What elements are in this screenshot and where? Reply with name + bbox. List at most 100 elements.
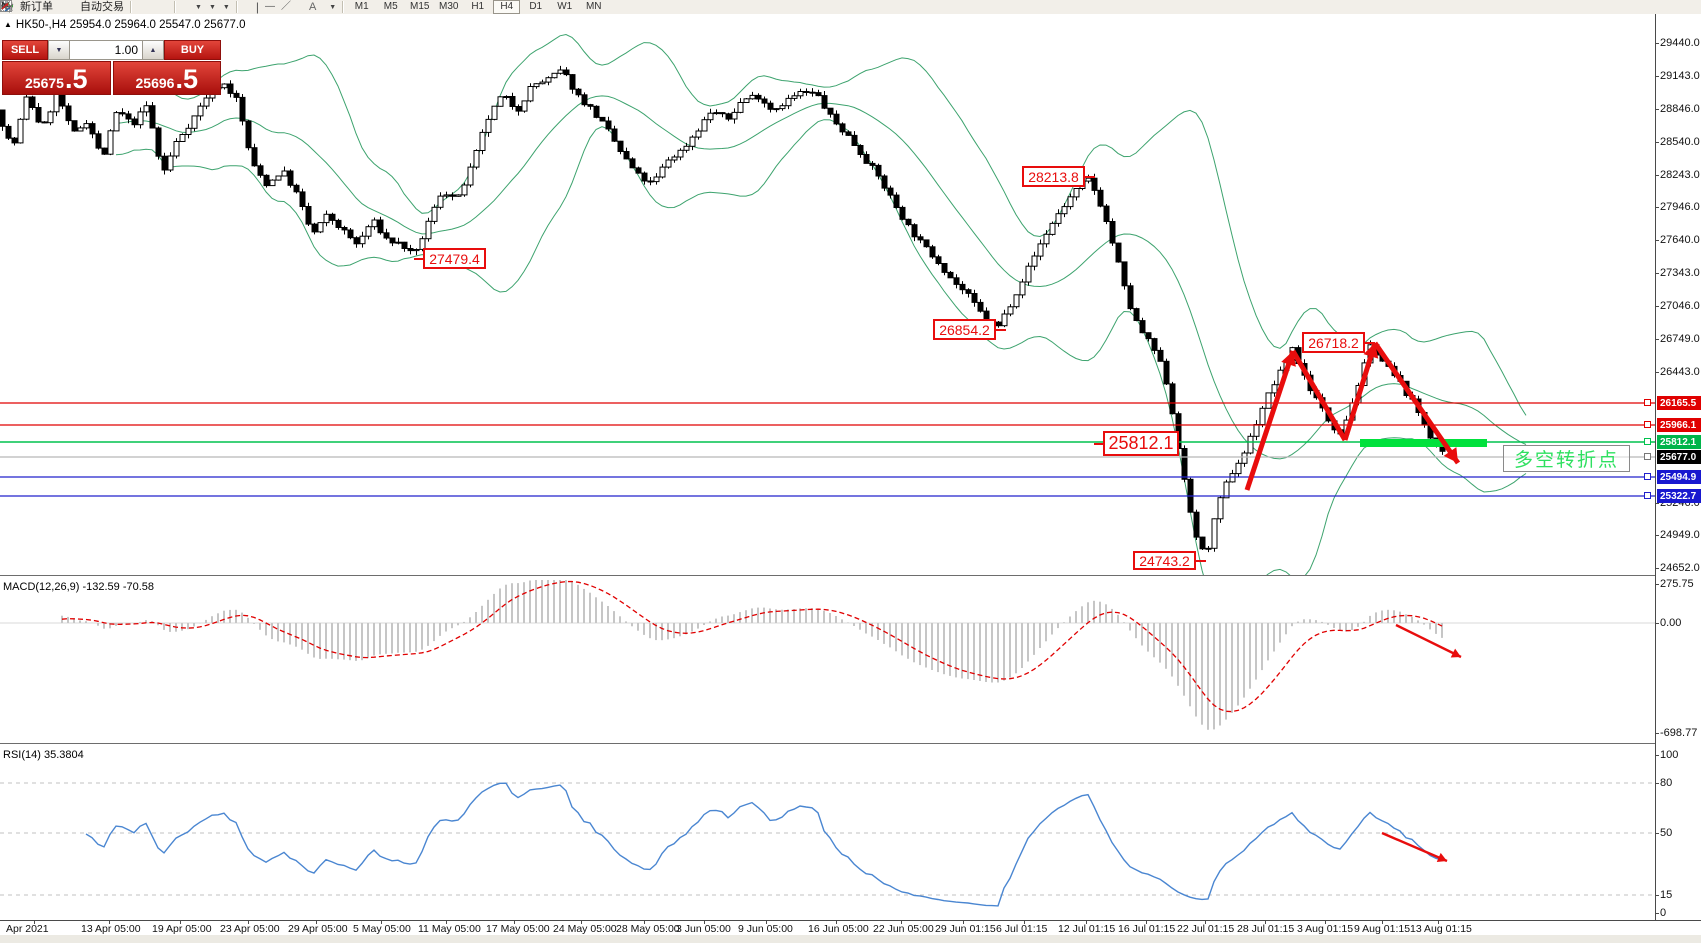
line-handle[interactable]: [1644, 399, 1651, 406]
time-tick: [316, 921, 317, 924]
axis-tick: [1655, 306, 1659, 307]
buy-button[interactable]: BUY: [164, 40, 221, 60]
line-handle[interactable]: [1644, 492, 1651, 499]
price-tag: 25494.9: [1657, 470, 1701, 484]
text-label-icon[interactable]: T: [0, 1, 325, 14]
time-tick: [1146, 921, 1147, 924]
note-box[interactable]: 多空转折点: [1503, 445, 1630, 472]
new-order-button[interactable]: 新订单: [0, 0, 56, 14]
line-handle[interactable]: [1644, 421, 1651, 428]
price-axis-label: 24652.0: [1660, 562, 1700, 574]
timeframe-h1[interactable]: H1: [471, 1, 485, 12]
vertical-line-icon[interactable]: |: [255, 0, 259, 14]
price-tag: 25966.1: [1657, 418, 1701, 432]
rsi-canvas[interactable]: [0, 747, 1655, 920]
volume-down-button[interactable]: ▼: [48, 40, 70, 60]
time-axis-label: 3 Aug 01:15: [1297, 923, 1354, 935]
toolbar-separator: [130, 1, 132, 13]
callout-connector: [1365, 341, 1375, 344]
time-axis-label: 19 Apr 05:00: [152, 923, 212, 935]
line-handle[interactable]: [1644, 453, 1651, 460]
time-axis[interactable]: Apr 2021 13 Apr 05:00 19 Apr 05:00 23 Apr 0…: [0, 920, 1701, 943]
time-tick: [514, 921, 515, 924]
timeframe-w1[interactable]: W1: [557, 1, 573, 12]
main-chart-panel[interactable]: ▲ HK50-,H4 25954.0 25964.0 25547.0 25677.…: [0, 14, 1655, 575]
time-tick: [581, 921, 582, 924]
price-callout[interactable]: 26854.2: [933, 319, 996, 340]
timeframe-m1[interactable]: M1: [354, 1, 369, 12]
indicators-button[interactable]: ▼: [0, 0, 205, 14]
time-axis-label: 13 Apr 05:00: [81, 923, 141, 935]
arrows-tool-button[interactable]: ▼: [1, 1, 339, 14]
axis-tick: [1655, 503, 1659, 504]
dropdown-caret: ▼: [329, 3, 337, 11]
axis-tick: [1655, 142, 1659, 143]
periods-clock-button[interactable]: ▼: [0, 0, 219, 14]
main-chart-canvas[interactable]: [0, 14, 1655, 575]
macd-panel[interactable]: MACD(12,26,9) -132.59 -70.58: [0, 579, 1655, 743]
axis-tick: [1655, 535, 1659, 536]
axis-tick: [1655, 76, 1659, 77]
chart-title: ▲ HK50-,H4 25954.0 25964.0 25547.0 25677.…: [4, 19, 246, 31]
axis-tick: [1655, 783, 1659, 784]
time-tick: [901, 921, 902, 924]
axis-tick: [1655, 109, 1659, 110]
axis-tick: [1655, 568, 1659, 569]
autotrading-button[interactable]: 自动交易: [0, 0, 127, 14]
chart-template-button[interactable]: ▼: [0, 0, 233, 14]
sell-price[interactable]: 25675.5: [2, 61, 111, 95]
price-callout[interactable]: 28213.8: [1022, 166, 1085, 187]
rsi-panel[interactable]: RSI(14) 35.3804: [0, 747, 1655, 920]
price-axis[interactable]: 29440.0 29143.0 28846.0 28540.0 28243.0 27946…: [1644, 14, 1701, 920]
price-axis-label: 27946.0: [1660, 201, 1700, 213]
time-tick: [1325, 921, 1326, 924]
time-axis-label: 29 Apr 05:00: [288, 923, 348, 935]
tile-windows-icon[interactable]: [0, 0, 171, 14]
time-tick: [1438, 921, 1439, 924]
rsi-axis-label: 100: [1660, 749, 1679, 761]
line-handle[interactable]: [1644, 438, 1651, 445]
rsi-axis-label: 15: [1660, 889, 1673, 901]
price-callout[interactable]: 27479.4: [423, 248, 486, 269]
svg-text:F: F: [9, 8, 13, 13]
new-order-label: 新订单: [20, 1, 53, 13]
timeframe-d1[interactable]: D1: [529, 1, 543, 12]
axis-tick: [1655, 755, 1659, 756]
time-axis-label: 3 Jun 05:00: [676, 923, 731, 935]
rsi-axis-label: 50: [1660, 827, 1673, 839]
text-icon[interactable]: A: [308, 1, 317, 13]
price-axis-label: 29143.0: [1660, 70, 1700, 82]
macd-axis-label: 275.75: [1660, 578, 1694, 590]
price-callout[interactable]: 24743.2: [1133, 551, 1196, 570]
callout-connector: [414, 257, 423, 260]
timeframe-m15[interactable]: M15: [409, 1, 430, 12]
buy-price[interactable]: 25696.5: [112, 61, 221, 95]
price-callout[interactable]: 26718.2: [1302, 332, 1365, 353]
axis-tick: [1655, 339, 1659, 340]
line-handle[interactable]: [1644, 473, 1651, 480]
volume-up-button[interactable]: ▲: [142, 40, 164, 60]
horizontal-line-icon[interactable]: —: [264, 1, 275, 12]
timeframe-m5[interactable]: M5: [383, 1, 398, 12]
time-tick: [446, 921, 447, 924]
timeframe-m30[interactable]: M30: [438, 1, 459, 12]
time-axis-label: 23 Apr 05:00: [220, 923, 280, 935]
dropdown-caret: ▼: [222, 3, 230, 11]
sell-button[interactable]: SELL: [2, 40, 48, 60]
time-axis-label: 28 Jul 01:15: [1237, 923, 1295, 935]
trendline-icon[interactable]: ／: [280, 1, 291, 12]
timeframe-mn[interactable]: MN: [585, 1, 602, 12]
time-axis-label: 29 Jun 01:15: [935, 923, 996, 935]
price-tag: 25322.7: [1657, 489, 1701, 503]
macd-canvas[interactable]: [0, 579, 1655, 743]
toolbar-separator: [235, 1, 238, 13]
axis-tick: [1655, 175, 1659, 176]
volume-input[interactable]: 1.00: [70, 40, 142, 60]
time-axis-label: 9 Aug 01:15: [1354, 923, 1411, 935]
timeframe-h4[interactable]: H4: [493, 0, 521, 14]
svg-text:T: T: [4, 2, 9, 11]
price-callout[interactable]: 25812.1: [1103, 431, 1179, 456]
price-axis-label: 28243.0: [1660, 169, 1700, 181]
oneclick-collapse-icon[interactable]: ▲: [4, 20, 12, 29]
